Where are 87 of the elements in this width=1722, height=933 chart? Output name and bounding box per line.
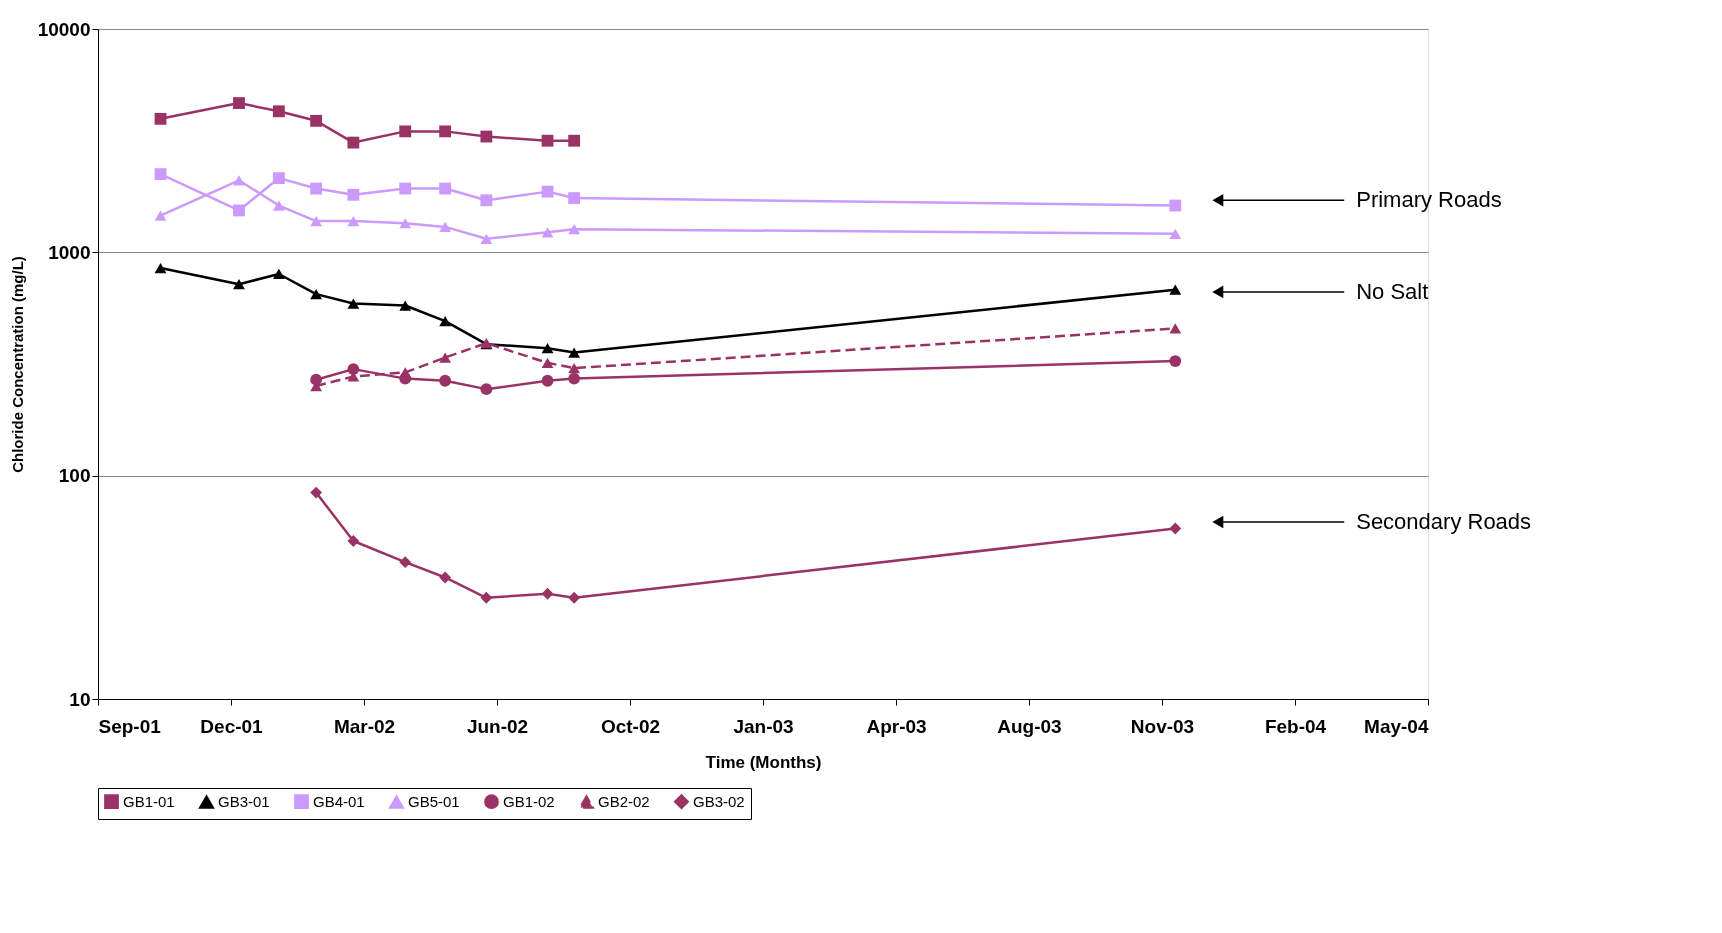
point: [347, 363, 360, 376]
legend-label: GB2-02: [598, 793, 650, 811]
annotation: No Salt: [1356, 278, 1429, 304]
point: [272, 172, 285, 184]
x-tick-label: Feb-04: [1264, 715, 1327, 737]
y-axis-title: Chloride Concentration (mg/L): [8, 256, 26, 473]
point: [439, 125, 452, 138]
point: [310, 215, 323, 227]
point: [439, 571, 452, 584]
x-tick-label: Jun-02: [466, 715, 529, 737]
point: [480, 194, 493, 207]
point: [541, 357, 554, 368]
y-tick-label: 1000: [48, 241, 91, 263]
point: [439, 316, 452, 327]
point: [399, 367, 412, 378]
point: [310, 114, 323, 127]
y-tick-label: 10000: [37, 18, 91, 40]
point: [480, 383, 493, 396]
annotation: Secondary Roads: [1356, 509, 1532, 535]
x-tick-label: Jan-03: [733, 715, 794, 737]
y-tick-label: 100: [58, 465, 91, 487]
legend-label: GB1-01: [123, 792, 175, 810]
point: [399, 556, 412, 569]
point: [399, 182, 412, 195]
point: [399, 218, 412, 229]
point: [154, 210, 167, 221]
point: [272, 105, 285, 118]
point: [233, 204, 245, 217]
x-tick-label: Oct-02: [600, 715, 661, 737]
point: [439, 221, 452, 233]
point: [541, 374, 554, 387]
point: [480, 130, 493, 143]
point: [399, 125, 412, 138]
point: [347, 535, 360, 547]
y-tick-label: 10: [69, 688, 91, 710]
point: [272, 268, 285, 280]
annotation: Primary Roads: [1356, 187, 1502, 213]
point: [154, 262, 167, 274]
point: [568, 224, 581, 235]
point: [568, 363, 581, 374]
point: [1169, 284, 1182, 295]
point: [541, 587, 554, 600]
point: [439, 182, 452, 195]
legend-label: GB3-01: [218, 793, 270, 811]
x-axis-title: Time (Months): [705, 752, 822, 772]
x-tick-label: Apr-03: [866, 715, 927, 737]
point: [1169, 355, 1182, 367]
point: [347, 298, 360, 309]
point: [1169, 522, 1182, 535]
point: [541, 185, 554, 198]
x-tick-label: Nov-03: [1130, 715, 1195, 737]
point: [310, 486, 323, 499]
point: [541, 134, 554, 147]
legend-label: GB3-02: [693, 792, 745, 810]
point: [399, 300, 412, 311]
x-tick-label: Aug-03: [997, 715, 1062, 737]
point: [568, 347, 581, 358]
point: [439, 352, 452, 363]
point: [347, 136, 360, 149]
x-tick-label: Sep-01: [98, 715, 162, 737]
point: [347, 215, 360, 227]
point: [480, 591, 493, 604]
point: [541, 227, 554, 238]
point: [439, 374, 452, 387]
x-tick-label: Dec-01: [200, 715, 264, 737]
legend-label: GB1-02: [503, 792, 555, 810]
point: [154, 112, 167, 125]
point: [310, 288, 323, 300]
point: [568, 591, 581, 604]
point: [480, 233, 493, 244]
point: [272, 200, 285, 211]
point: [310, 182, 323, 195]
x-tick-label: Mar-02: [333, 715, 396, 737]
point: [1169, 199, 1182, 212]
point: [541, 343, 554, 354]
point: [233, 279, 245, 290]
point: [1169, 228, 1182, 239]
legend-label: GB4-01: [313, 792, 365, 810]
point: [233, 97, 245, 109]
point: [347, 188, 360, 201]
point: [568, 372, 581, 385]
legend-label: GB5-01: [408, 793, 460, 811]
point: [154, 168, 167, 181]
x-tick-label: May-04: [1364, 715, 1429, 737]
point: [1169, 323, 1182, 334]
point: [568, 134, 581, 147]
point: [568, 192, 581, 204]
